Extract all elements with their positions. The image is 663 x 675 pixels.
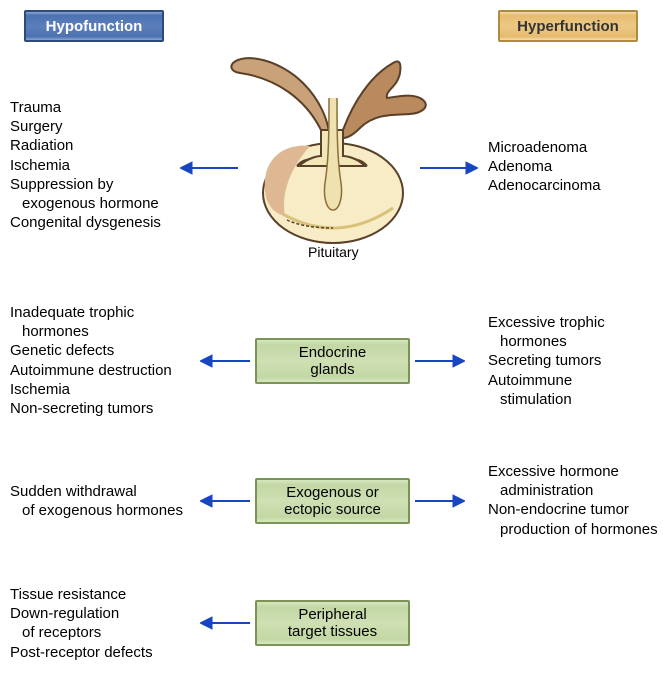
peripheral-hypo-list: Tissue resistanceDown-regulationof recep…: [10, 585, 153, 662]
node-endocrine-label: Endocrine glands: [299, 344, 367, 379]
list-line: Genetic defects: [10, 341, 172, 360]
pituitary-label: Pituitary: [308, 244, 359, 260]
header-hypofunction: Hypofunction: [24, 10, 164, 42]
arrow-exogenous-right: [413, 493, 465, 509]
list-line: exogenous hormone: [10, 194, 161, 213]
node-peripheral-tissues: Peripheral target tissues: [255, 600, 410, 646]
arrow-peripheral-left: [200, 615, 252, 631]
list-line: Adenoma: [488, 157, 601, 176]
list-line: Inadequate trophic: [10, 303, 172, 322]
list-line: Autoimmune destruction: [10, 361, 172, 380]
header-hypofunction-label: Hypofunction: [46, 18, 143, 35]
arrow-exogenous-left: [200, 493, 252, 509]
list-line: Radiation: [10, 136, 161, 155]
list-line: Ischemia: [10, 156, 161, 175]
list-line: Non-endocrine tumor: [488, 500, 658, 519]
header-hyperfunction-label: Hyperfunction: [517, 18, 619, 35]
list-line: production of hormones: [488, 520, 658, 539]
list-line: Microadenoma: [488, 138, 601, 157]
exogenous-hypo-list: Sudden withdrawalof exogenous hormones: [10, 482, 183, 520]
list-line: Autoimmune: [488, 371, 605, 390]
node-endocrine-glands: Endocrine glands: [255, 338, 410, 384]
list-line: Post-receptor defects: [10, 643, 153, 662]
pituitary-illustration: [225, 38, 440, 248]
list-line: Down-regulation: [10, 604, 153, 623]
list-line: Excessive trophic: [488, 313, 605, 332]
exogenous-hyper-list: Excessive hormoneadministrationNon-endoc…: [488, 462, 658, 539]
endocrine-hypo-list: Inadequate trophichormonesGenetic defect…: [10, 303, 172, 418]
list-line: Adenocarcinoma: [488, 176, 601, 195]
list-line: hormones: [10, 322, 172, 341]
arrow-endocrine-left: [200, 353, 252, 369]
list-line: Trauma: [10, 98, 161, 117]
node-exogenous-source: Exogenous or ectopic source: [255, 478, 410, 524]
list-line: Non-secreting tumors: [10, 399, 172, 418]
arrow-pituitary-right: [418, 160, 478, 176]
arrow-endocrine-right: [413, 353, 465, 369]
pituitary-hyper-list: MicroadenomaAdenomaAdenocarcinoma: [488, 138, 601, 196]
header-hyperfunction: Hyperfunction: [498, 10, 638, 42]
list-line: stimulation: [488, 390, 605, 409]
arrow-pituitary-left: [180, 160, 240, 176]
list-line: Ischemia: [10, 380, 172, 399]
endocrine-hyper-list: Excessive trophichormonesSecreting tumor…: [488, 313, 605, 409]
list-line: Secreting tumors: [488, 351, 605, 370]
list-line: Tissue resistance: [10, 585, 153, 604]
list-line: Sudden withdrawal: [10, 482, 183, 501]
node-peripheral-label: Peripheral target tissues: [288, 606, 377, 641]
list-line: Surgery: [10, 117, 161, 136]
pituitary-hypo-list: TraumaSurgeryRadiationIschemiaSuppressio…: [10, 98, 161, 232]
list-line: Congenital dysgenesis: [10, 213, 161, 232]
list-line: of exogenous hormones: [10, 501, 183, 520]
list-line: Excessive hormone: [488, 462, 658, 481]
list-line: of receptors: [10, 623, 153, 642]
list-line: administration: [488, 481, 658, 500]
list-line: hormones: [488, 332, 605, 351]
node-exogenous-label: Exogenous or ectopic source: [284, 484, 381, 519]
list-line: Suppression by: [10, 175, 161, 194]
